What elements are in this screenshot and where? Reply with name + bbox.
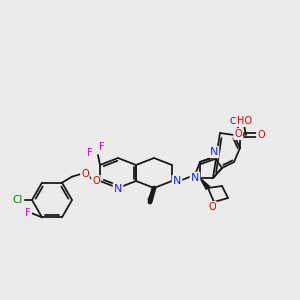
- Text: O: O: [234, 129, 242, 139]
- Polygon shape: [200, 178, 210, 189]
- Text: N: N: [114, 184, 122, 194]
- Text: N: N: [210, 147, 218, 157]
- Text: F: F: [25, 208, 31, 218]
- Text: HO: HO: [236, 116, 251, 126]
- Polygon shape: [148, 188, 154, 201]
- Text: O: O: [257, 130, 265, 140]
- Text: O: O: [81, 169, 89, 179]
- Text: CH₃: CH₃: [230, 116, 246, 125]
- Text: Cl: Cl: [13, 195, 23, 205]
- Text: N: N: [173, 176, 181, 186]
- Text: O: O: [92, 176, 100, 186]
- Text: F: F: [87, 148, 93, 158]
- Text: O: O: [208, 202, 216, 212]
- Text: N: N: [191, 173, 199, 183]
- Text: F: F: [99, 142, 105, 152]
